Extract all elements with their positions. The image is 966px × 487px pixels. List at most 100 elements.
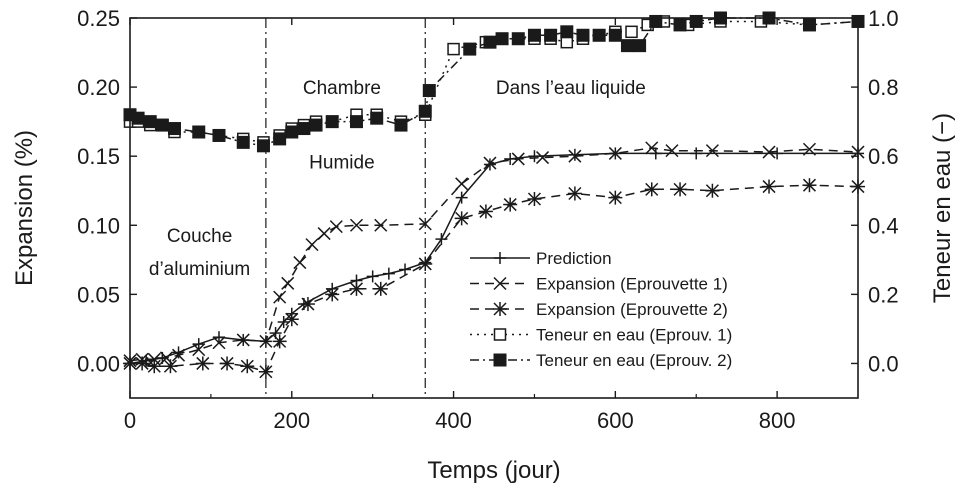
legend-label: Teneur en eau (Eprouv. 1) [536,326,732,345]
data-point-x [374,218,388,232]
x-axis-title: Temps (jour) [427,457,560,484]
x-tick-label: 400 [435,408,472,433]
y-left-tick-label: 0.25 [77,6,120,31]
data-point-square-filled [256,139,270,153]
data-point-square-filled [527,28,541,42]
y-right-tick-label: 0.4 [868,213,899,238]
annotation-humide: Humide [309,153,374,174]
data-point-x [645,141,659,155]
data-point-square-filled [325,115,339,129]
data-point-square-filled [620,39,634,53]
legend: Prediction Expansion (Eprouvette 1) Expans… [470,249,732,370]
y-right-tick-label: 0.8 [868,75,899,100]
data-point-x [483,156,497,170]
data-point-square-filled [192,125,206,139]
data-point-plus [399,263,412,276]
plot-frame [129,17,859,399]
y-left-tick-label: 0.20 [77,75,120,100]
data-point-plus [528,150,541,163]
left-y-axis-title: Expansion (%) [11,130,38,286]
data-point-plus [172,346,185,359]
y-right-tick-label: 1.0 [868,6,899,31]
y-left-tick-label: 0.10 [77,213,120,238]
annotation-couche: Couche [167,226,233,247]
data-point-square-open [447,42,460,56]
legend-label: Teneur en eau (Eprouv. 2) [536,351,732,370]
data-point-square-filled [418,104,432,118]
series-line-x [129,147,859,362]
data-point-square-filled [511,32,525,46]
data-point-asterisk [527,192,542,207]
data-point-x [293,256,307,270]
data-point-square-open [560,35,574,49]
data-point-asterisk [608,190,623,205]
data-point-asterisk [418,256,433,271]
data-point-x [212,336,226,350]
data-point-x [802,142,816,156]
data-point-square-filled [131,111,145,125]
data-point-x [349,218,364,232]
data-point-square-filled [236,135,250,149]
data-point-x [273,290,287,304]
annotation-dans-eau-liquide: Dans l’eau liquide [496,78,646,99]
data-point-square-filled [394,118,408,132]
series-x [123,141,865,368]
data-point-asterisk [325,287,340,302]
y-left-tick-label: 0.05 [77,282,120,307]
data-point-square-filled [673,18,687,32]
data-point-square-filled [608,28,622,42]
data-point-x [665,144,679,158]
data-point-square-filled [422,84,436,98]
data-point-square-filled [349,115,363,129]
data-point-asterisk [300,297,315,312]
data-point-square-filled [155,118,169,132]
series-layer [123,11,865,379]
data-point-square-filled [802,18,816,32]
data-point-plus [504,152,517,165]
x-tick-label: 800 [759,408,796,433]
data-point-asterisk [240,359,255,374]
vertical-marker-lines [265,18,426,398]
data-point-x [536,151,550,165]
y-left-tick-label: 0.00 [77,351,120,376]
data-point-plus [771,147,784,160]
data-point-square-filled [370,111,384,125]
data-point-plus [382,267,395,280]
data-point-x [568,149,582,163]
y-left-tick-label: 0.15 [77,144,120,169]
data-point-square-filled [544,28,558,42]
data-point-square-filled [495,32,509,46]
text-layer: Temps (jour) Expansion (%) Teneur en eau… [11,78,956,484]
annotation-aluminium: d’aluminium [149,259,250,280]
data-point-plus [192,338,205,351]
legend-marker [493,353,507,367]
x-tick-label: 0 [124,408,136,433]
data-point-plus [483,158,496,171]
data-point-x [418,217,432,231]
legend-label: Expansion (Eprouvette 1) [536,275,728,294]
data-point-x [762,145,776,159]
data-point-square-open [625,25,638,39]
data-point-plus [366,270,379,283]
data-point-asterisk [272,334,287,349]
axes-layer: 0 200 400 600 800 0.00 0.05 0.10 0.15 0.20 0.25 0.0… [77,6,898,433]
data-point-x [192,343,206,357]
y-right-tick-label: 0.6 [868,144,899,169]
data-point-x [317,227,331,241]
x-tick-label: 600 [597,408,634,433]
data-point-square-filled [633,39,647,53]
data-point-square-filled [463,42,477,56]
data-point-x [305,238,319,252]
data-point-x [511,152,525,166]
data-point-asterisk [762,179,777,194]
data-point-asterisk [135,356,150,371]
legend-label: Expansion (Eprouvette 2) [536,300,728,319]
data-point-x [455,177,469,191]
data-point-asterisk [673,182,688,197]
data-point-square-filled [560,25,574,39]
data-point-asterisk [284,312,299,327]
series-square-filled [123,11,865,153]
data-point-square-filled [273,132,287,146]
